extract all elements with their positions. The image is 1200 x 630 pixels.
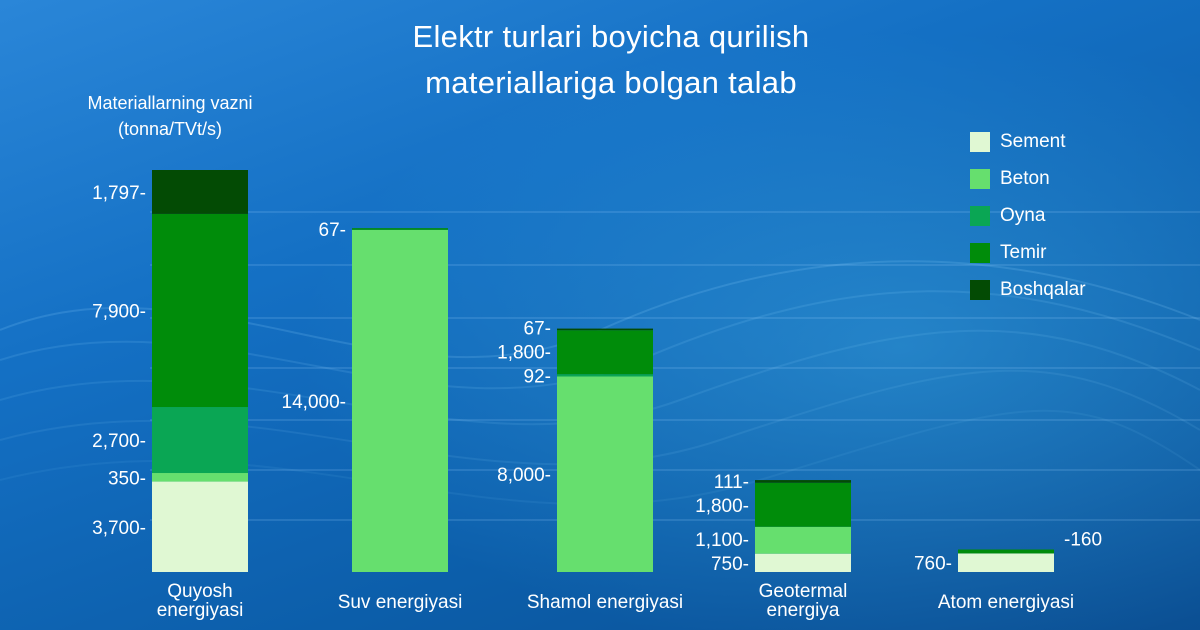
legend-item-beton: Beton xyxy=(970,160,1086,197)
bar-segment-oyna xyxy=(152,407,248,474)
segment-value-label: 67- xyxy=(319,220,346,241)
y-axis-label-line-2: (tonna/TVt/s) xyxy=(117,119,223,139)
segment-value-label: 111- xyxy=(714,472,749,493)
bar-segment-beton xyxy=(755,526,851,554)
bar-segment-boshqalar xyxy=(557,328,653,331)
segment-value-label: 8,000- xyxy=(497,465,551,486)
legend-label-temir: Temir xyxy=(1000,241,1047,263)
legend-swatch-sement xyxy=(970,131,990,152)
segment-value-label: 760- xyxy=(914,554,952,575)
bar-segment-sement xyxy=(755,553,851,572)
legend-swatch-beton xyxy=(970,168,990,189)
segment-value-label: 7,900- xyxy=(92,301,146,322)
bar-segment-beton xyxy=(152,473,248,482)
legend-label-sement: Sement xyxy=(1000,130,1066,152)
bar-segment-temir xyxy=(352,228,448,230)
bar-segment-boshqalar xyxy=(152,170,248,214)
bar-stack-quyosh-energiyasi xyxy=(152,170,248,572)
category-label: Geotermal xyxy=(759,581,848,602)
bar-stack-suv-energiyasi xyxy=(352,228,448,572)
segment-value-label: 350- xyxy=(108,468,146,489)
legend-item-temir: Temir xyxy=(970,234,1086,271)
segment-value-label: 1,800- xyxy=(695,496,749,517)
segment-value-label: 14,000- xyxy=(282,392,346,413)
legend-item-oyna: Oyna xyxy=(970,197,1086,234)
legend-swatch-temir xyxy=(970,242,990,263)
chart-title-line-1: Elektr turlari boyicha qurilish xyxy=(412,19,810,54)
bar-segment-temir xyxy=(557,330,653,375)
bar-segment-beton xyxy=(557,376,653,572)
segment-value-label: 2,700- xyxy=(92,431,146,452)
category-label: Shamol energiyasi xyxy=(527,592,683,613)
segment-value-label: 3,700- xyxy=(92,518,146,539)
category-label: Atom energiyasi xyxy=(938,592,1074,613)
chart-legend: Sement Beton Oyna Temir Boshqalar xyxy=(970,123,1086,308)
bar-segment-boshqalar xyxy=(755,480,851,483)
legend-label-boshqalar: Boshqalar xyxy=(1000,278,1086,300)
bar-stack-atom-energiyasi xyxy=(958,549,1054,572)
chart-title: Elektr turlari boyicha qurilish material… xyxy=(0,14,1200,106)
category-label: energiya xyxy=(767,600,840,621)
segment-value-label: 92- xyxy=(524,366,551,387)
legend-item-sement: Sement xyxy=(970,123,1086,160)
y-axis-label-line-1: Materiallarning vazni xyxy=(87,93,253,113)
bar-stack-shamol-energiyasi xyxy=(557,328,653,572)
y-axis-label: Materiallarning vazni (tonna/TVt/s) xyxy=(50,90,290,142)
bar-segment-oyna xyxy=(557,374,653,377)
bar-stack-geotermal-energiya xyxy=(755,480,851,572)
category-label: energiyasi xyxy=(157,600,244,621)
legend-swatch-oyna xyxy=(970,205,990,226)
category-label: Quyosh xyxy=(167,581,232,602)
bar-segment-temir xyxy=(958,549,1054,554)
category-label: Suv energiyasi xyxy=(338,592,463,613)
segment-value-label: 1,797- xyxy=(92,183,146,204)
bar-segment-temir xyxy=(152,213,248,408)
chart-title-line-2: materiallariga bolgan talab xyxy=(425,65,797,100)
bar-segment-beton xyxy=(352,229,448,572)
segment-value-label: 67- xyxy=(524,318,551,339)
segment-value-label: 1,800- xyxy=(497,342,551,363)
legend-item-boshqalar: Boshqalar xyxy=(970,271,1086,308)
legend-swatch-boshqalar xyxy=(970,279,990,300)
legend-label-beton: Beton xyxy=(1000,167,1050,189)
segment-value-label: -160 xyxy=(1064,530,1102,551)
legend-label-oyna: Oyna xyxy=(1000,204,1046,226)
bar-segment-temir xyxy=(755,482,851,527)
bar-segment-sement xyxy=(958,553,1054,572)
segment-value-label: 1,100- xyxy=(695,530,749,551)
bar-segment-sement xyxy=(152,481,248,572)
segment-value-label: 750- xyxy=(711,554,749,575)
